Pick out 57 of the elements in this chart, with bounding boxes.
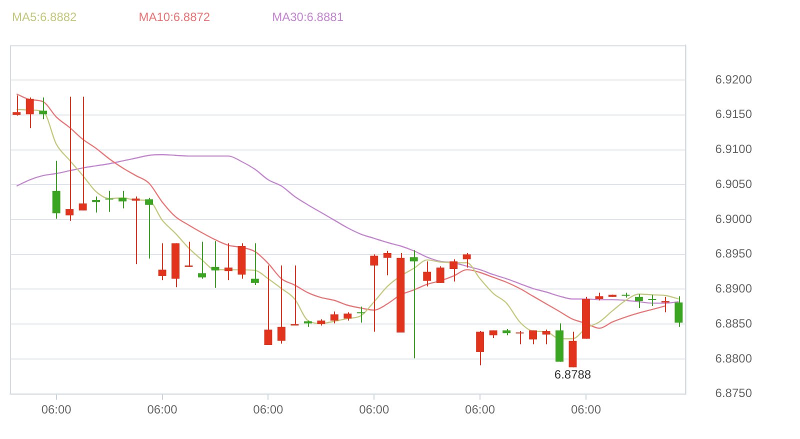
x-tick-label: 06:00 [41,402,72,416]
y-tick-label: 6.8800 [715,351,752,366]
candlestick [383,250,392,276]
candlestick [542,329,550,345]
candlestick [290,265,299,326]
candlestick [661,296,670,313]
y-tick-label: 6.8850 [715,316,752,330]
candlestick [634,294,643,309]
candlestick [66,96,74,222]
x-tick-label: 06:00 [253,402,284,416]
text: MA5:6.8882 [12,10,77,26]
y-tick-label: 6.9200 [715,72,752,86]
y-tick-label: 6.8950 [715,246,752,261]
x-tick-label: 06:00 [570,402,602,416]
candlestick [105,190,114,212]
candlestick [39,96,48,120]
y-tick-label: 6.8900 [715,282,752,296]
x-tick-label: 06:00 [465,402,496,416]
y-tick-label: 6.9100 [715,142,752,156]
candlestick [12,94,21,116]
candlestick [436,266,444,284]
candlestick [92,196,100,214]
y-tick-label: 6.9000 [715,212,752,226]
candlestick [198,241,206,280]
candlestick [132,196,140,265]
candlestick [462,252,471,268]
candlestick [224,242,232,281]
y-tick-label: 6.8750 [715,386,752,400]
candlestick [264,265,272,346]
candlestick [145,197,154,260]
candlestick [648,294,656,306]
candlestick [158,242,166,281]
candlestick [410,250,418,359]
candlestick [370,254,378,332]
candlestick [356,306,365,324]
annotation: 6.8788 [554,368,592,382]
candlestick [674,296,683,328]
y-tick-label: 6.9150 [715,107,752,122]
y-tick-label: 6.9050 [715,176,752,191]
candlestick [26,96,34,129]
candlestick [277,265,286,344]
candlestick [476,330,484,366]
candlestick [450,258,458,282]
candlestick [250,242,259,286]
x-tick-label: 06:00 [147,402,178,416]
text: MA30:6.8881 [272,10,344,26]
candlestick [118,190,127,209]
candlestick [211,240,220,288]
candlestick [184,241,193,268]
text: MA10:6.8872 [138,10,210,26]
candlestick [516,330,524,345]
candlestick [78,96,87,211]
candlestick [423,260,432,287]
x-tick-label: 06:00 [359,402,390,416]
candlestick [52,160,60,220]
candlestick [529,330,537,345]
candlestick [330,311,338,324]
